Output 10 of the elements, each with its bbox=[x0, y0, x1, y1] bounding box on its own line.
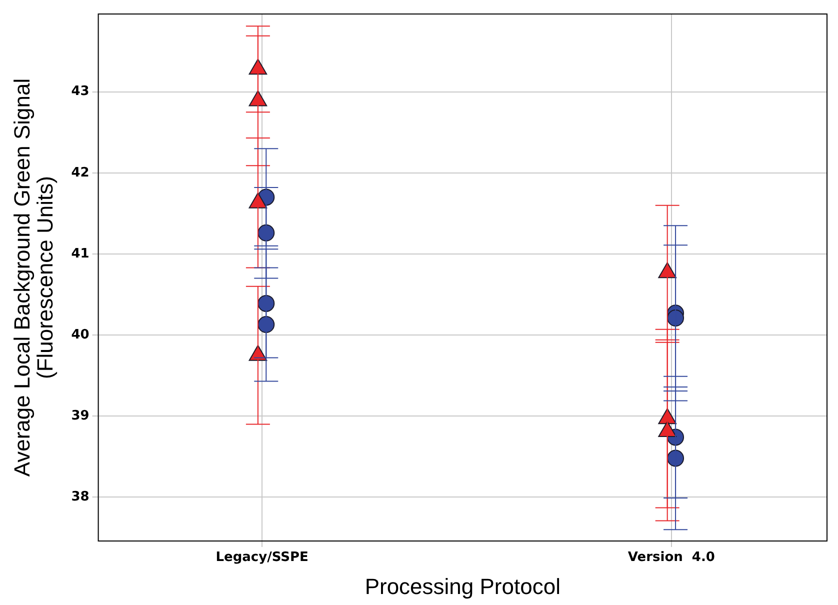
x-tick-label: Version 4.0 bbox=[628, 550, 715, 566]
y-tick-label: 40 bbox=[71, 327, 90, 342]
x-tick-label: Legacy/SSPE bbox=[216, 550, 308, 566]
y-tick-label: 42 bbox=[71, 165, 90, 180]
x-axis-title: Processing Protocol bbox=[364, 574, 560, 599]
y-tick-label: 41 bbox=[71, 246, 90, 262]
y-tick-label: 43 bbox=[71, 84, 90, 100]
y-tick-label: 39 bbox=[71, 408, 90, 424]
y-tick-label: 38 bbox=[71, 490, 90, 505]
y-axis-title: Average Local Background Green Signal (Fluorescence Units) bbox=[10, 78, 58, 477]
